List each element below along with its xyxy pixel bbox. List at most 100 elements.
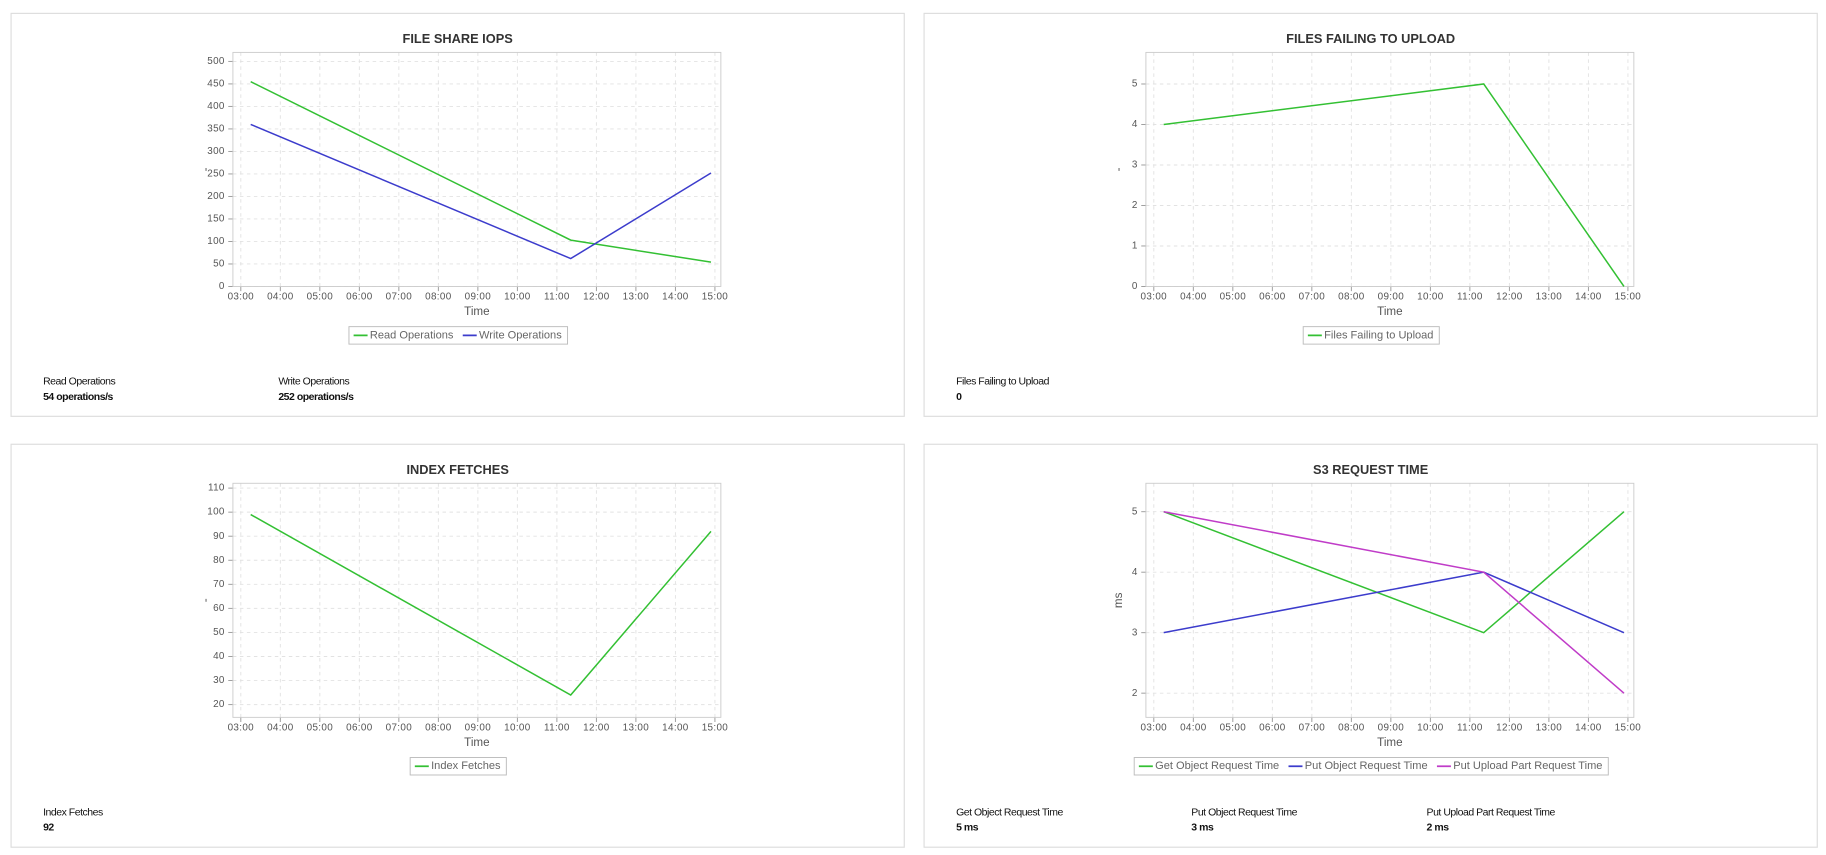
legend-label: Get Object Request Time [1155, 760, 1279, 772]
x-tick-label: 09:00 [465, 722, 492, 733]
x-tick-label: 05:00 [307, 722, 334, 733]
x-tick-label: 12:00 [1496, 722, 1523, 733]
x-tick-label: 10:00 [504, 292, 531, 303]
stat-value: 0 [956, 392, 962, 403]
y-tick-label: 0 [1132, 281, 1138, 292]
stat-label: Put Upload Part Request Time [1427, 808, 1556, 819]
x-tick-label: 08:00 [425, 722, 452, 733]
y-tick-label: 450 [207, 79, 225, 90]
legend-box [409, 757, 507, 776]
stat-value: 92 [43, 823, 54, 834]
x-tick-label: 06:00 [1259, 292, 1286, 303]
chart-title: INDEX FETCHES [406, 462, 509, 477]
x-tick-label: 09:00 [1378, 722, 1405, 733]
y-tick-label: 3 [1132, 627, 1138, 638]
legend: Read Operations Write Operations [348, 326, 569, 345]
x-tick-label: 12:00 [583, 292, 610, 303]
x-tick-label: 14:00 [1575, 722, 1602, 733]
x-tick-label: 04:00 [267, 722, 294, 733]
data-line [250, 513, 712, 696]
y-axis-label: ms [1112, 592, 1125, 608]
x-tick-label: 14:00 [662, 292, 689, 303]
x-tick-label: 07:00 [1299, 292, 1326, 303]
y-tick-label: 40 [213, 651, 225, 662]
stat-label: Index Fetches [43, 808, 103, 819]
legend: Index Fetches [409, 757, 507, 776]
y-tick-label: 1 [1132, 241, 1138, 252]
x-tick-label: 04:00 [1180, 292, 1207, 303]
x-tick-label: 06:00 [1259, 722, 1286, 733]
panel-border [10, 443, 905, 848]
x-tick-label: 13:00 [1536, 722, 1563, 733]
x-tick-label: 14:00 [1575, 292, 1602, 303]
legend-box [1302, 326, 1440, 345]
legend-label: Index Fetches [431, 760, 501, 772]
x-tick-label: 04:00 [1180, 722, 1207, 733]
stat-label: Get Object Request Time [956, 808, 1063, 819]
x-tick-label: 15:00 [702, 292, 729, 303]
y-tick-label: 4 [1132, 119, 1138, 130]
x-tick-label: 09:00 [1378, 292, 1405, 303]
data-line [1163, 511, 1625, 634]
y-tick-label: 100 [207, 236, 225, 247]
x-tick-label: 09:00 [465, 292, 492, 303]
x-axis-label: Time [464, 305, 489, 318]
panel-border [10, 12, 905, 417]
plot-border [1145, 482, 1635, 718]
y-tick-label: 2 [1132, 200, 1138, 211]
panel-border [923, 443, 1818, 848]
x-axis-label: Time [1377, 305, 1402, 318]
x-tick-label: 13:00 [623, 292, 650, 303]
stat-value: 252 operations/s [278, 392, 354, 403]
stat-value: 5 ms [956, 823, 979, 834]
chart-panel: FILES FAILING TO UPLOAD 0 1 2 3 4 5 03:00 04:00 0… [923, 12, 1818, 417]
x-axis-label: Time [464, 736, 489, 749]
stat-label: Files Failing to Upload [956, 377, 1050, 388]
legend-label: Put Upload Part Request Time [1453, 760, 1602, 772]
y-tick-label: 300 [207, 146, 225, 157]
y-tick-label: 20 [213, 699, 225, 710]
data-line [250, 80, 712, 263]
x-tick-label: 06:00 [346, 722, 373, 733]
x-tick-label: 10:00 [504, 722, 531, 733]
x-tick-label: 10:00 [1417, 722, 1444, 733]
x-tick-label: 03:00 [1141, 722, 1168, 733]
chart-panel: FILE SHARE IOPS 0 50 100 150 200 250 300 350 400 4… [10, 12, 905, 417]
x-tick-label: 11:00 [544, 722, 570, 733]
y-tick-label: 90 [213, 531, 225, 542]
x-tick-label: 07:00 [1299, 722, 1326, 733]
y-tick-label: 4 [1132, 567, 1138, 578]
x-tick-label: 13:00 [623, 722, 650, 733]
y-tick-label: 30 [213, 675, 225, 686]
x-tick-label: 08:00 [1338, 722, 1365, 733]
x-tick-label: 08:00 [1338, 292, 1365, 303]
y-tick-label: 50 [213, 259, 225, 270]
x-tick-label: 13:00 [1536, 292, 1563, 303]
x-tick-label: 12:00 [1496, 292, 1523, 303]
plot-border [232, 51, 722, 287]
x-tick-label: 07:00 [386, 292, 413, 303]
y-axis-label: - [199, 167, 212, 171]
y-tick-label: 110 [208, 483, 225, 494]
plot-border [232, 482, 722, 718]
y-tick-label: 2 [1132, 688, 1138, 699]
chart-title: FILES FAILING TO UPLOAD [1286, 31, 1455, 46]
y-tick-label: 80 [213, 555, 225, 566]
x-tick-label: 03:00 [228, 292, 255, 303]
stat-value: 54 operations/s [43, 392, 113, 403]
data-line [1163, 83, 1625, 287]
x-tick-label: 11:00 [1457, 722, 1483, 733]
y-tick-label: 150 [207, 214, 225, 225]
legend-box [1133, 757, 1609, 776]
x-tick-label: 08:00 [425, 292, 452, 303]
x-tick-label: 05:00 [307, 292, 334, 303]
legend-box [348, 326, 569, 345]
y-tick-label: 3 [1132, 160, 1138, 171]
legend-label: Put Object Request Time [1305, 760, 1428, 772]
stat-label: Read Operations [43, 377, 115, 388]
x-tick-label: 06:00 [346, 292, 373, 303]
y-axis-label: - [199, 598, 212, 602]
stat-label: Put Object Request Time [1191, 808, 1297, 819]
chart-title: FILE SHARE IOPS [403, 31, 514, 46]
